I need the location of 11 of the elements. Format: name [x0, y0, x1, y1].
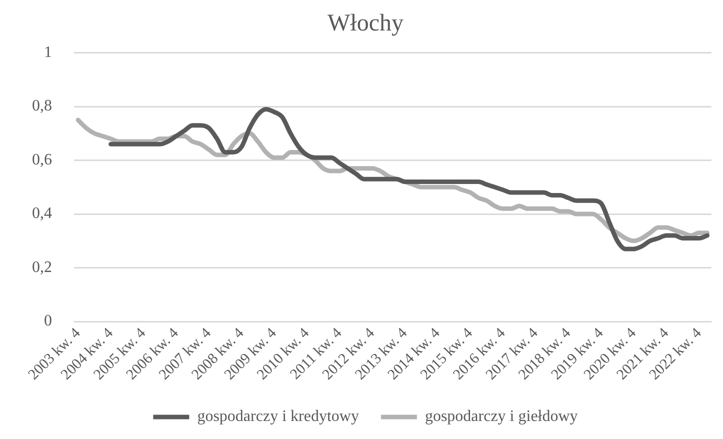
line-series: [76, 118, 710, 244]
y-tick-label: 0,8: [32, 98, 52, 115]
line-series: [108, 106, 710, 252]
y-tick-label: 0,6: [32, 151, 52, 168]
y-tick-label: 0,2: [32, 258, 52, 276]
y-tick-label: 0: [44, 312, 52, 330]
chart-title: Włochy: [328, 10, 404, 37]
legend-label: gospodarczy i giełdowy: [424, 408, 578, 426]
y-tick-label: 0,4: [32, 205, 52, 222]
legend-label: gospodarczy i kredytowy: [197, 408, 359, 426]
y-tick-label: 1: [44, 44, 52, 62]
